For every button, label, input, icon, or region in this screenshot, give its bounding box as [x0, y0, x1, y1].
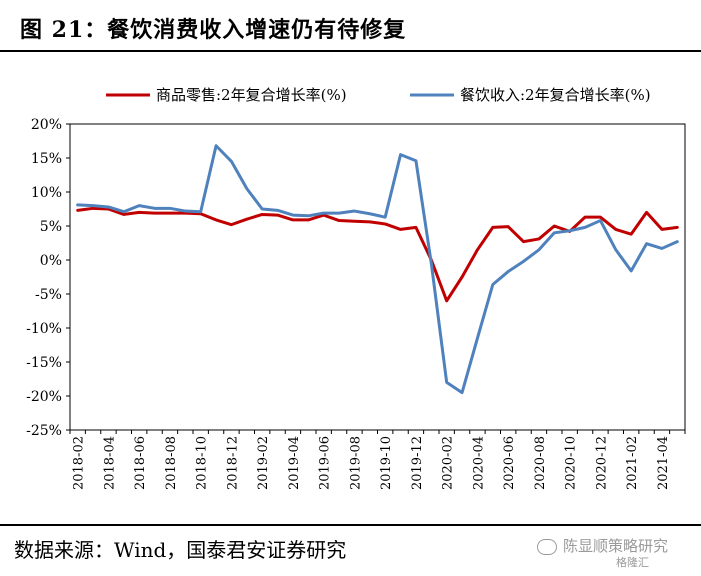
legend-label-2: 餐饮收入:2年复合增长率(%)	[460, 86, 651, 104]
line-chart: 商品零售:2年复合增长率(%) 餐饮收入:2年复合增长率(%) 20% 15% 10%…	[26, 86, 686, 490]
series-line-1	[76, 206, 679, 303]
y-tick-label: -25%	[26, 423, 62, 439]
x-tick-label: 2019-06	[318, 436, 333, 490]
series-line-2	[76, 144, 679, 395]
x-tick-label: 2020-02	[441, 436, 456, 490]
legend-label-1: 商品零售:2年复合增长率(%)	[156, 86, 347, 104]
x-tick-label: 2021-02	[625, 436, 640, 490]
x-tick-label: 2019-12	[410, 436, 425, 490]
x-tick-label: 2018-10	[195, 436, 210, 490]
source-divider	[0, 524, 701, 526]
x-tick-label: 2020-04	[471, 436, 486, 490]
x-tick-label: 2019-04	[287, 436, 302, 490]
x-tick-label: 2020-06	[502, 436, 517, 490]
watermark-sub: 格隆汇	[616, 556, 649, 569]
title-divider	[0, 50, 701, 52]
y-tick-label: 20%	[31, 117, 62, 133]
x-tick-label: 2018-02	[72, 436, 87, 490]
x-tick-label: 2021-04	[656, 436, 671, 490]
x-tick-label: 2020-12	[594, 436, 609, 490]
x-tick-label: 2018-04	[102, 436, 117, 490]
y-tick-label: -5%	[35, 287, 62, 303]
watermark: 陈显顺策略研究	[537, 535, 668, 556]
x-tick-label: 2019-10	[379, 436, 394, 490]
x-tick-label: 2018-12	[225, 436, 240, 490]
y-tick-label: 15%	[31, 151, 62, 167]
y-tick-label: -20%	[26, 389, 62, 405]
series-layer	[76, 144, 679, 395]
y-axis: 20% 15% 10% 5% 0% -5% -10% -15% -20% -25%	[26, 117, 70, 439]
x-tick-label: 2019-02	[256, 436, 271, 490]
x-tick-label: 2019-08	[348, 436, 363, 490]
x-tick-label: 2018-06	[133, 436, 148, 490]
x-tick-label: 2020-10	[564, 436, 579, 490]
x-tick-label: 2018-08	[164, 436, 179, 490]
chart-legend: 商品零售:2年复合增长率(%) 餐饮收入:2年复合增长率(%)	[106, 86, 651, 104]
y-tick-label: 5%	[40, 219, 62, 235]
figure-title-bar: 图 21：餐饮消费收入增速仍有待修复	[0, 0, 701, 52]
watermark-text: 陈显顺策略研究	[563, 537, 669, 555]
y-tick-label: -10%	[26, 321, 62, 337]
source-note: 数据来源：Wind，国泰君安证券研究	[14, 538, 347, 562]
figure-title: 图 21：餐饮消费收入增速仍有待修复	[20, 17, 407, 43]
x-axis: 2018-02 2018-04 2018-06 2018-08 2018-10 2018-…	[69, 430, 686, 490]
plot-area-frame	[69, 123, 686, 431]
wechat-icon	[537, 539, 557, 555]
y-tick-label: -15%	[26, 355, 62, 371]
x-tick-label: 2020-08	[533, 436, 548, 490]
y-tick-label: 10%	[31, 185, 62, 201]
y-tick-label: 0%	[40, 253, 62, 269]
